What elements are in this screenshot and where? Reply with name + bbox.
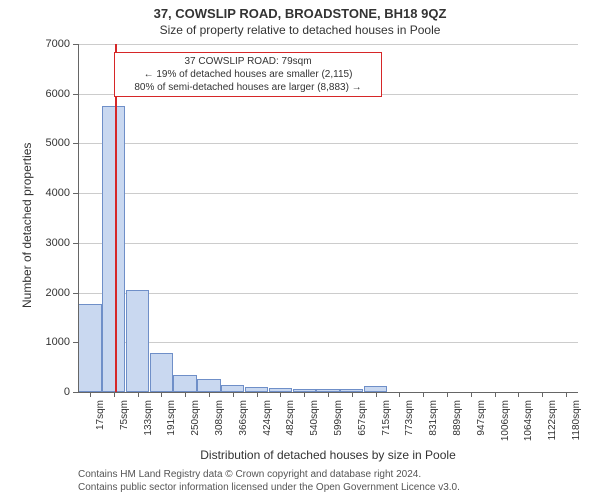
gridline [78,193,578,194]
x-tick-label: 540sqm [309,400,320,450]
y-tick-label: 4000 [30,187,70,199]
chart-title: 37, COWSLIP ROAD, BROADSTONE, BH18 9QZ [0,0,600,21]
x-tick-label: 599sqm [333,400,344,450]
x-tick-label: 1006sqm [500,400,511,450]
x-tick-label: 482sqm [285,400,296,450]
x-tick-label: 1064sqm [523,400,534,450]
footer: Contains HM Land Registry data © Crown c… [78,468,460,494]
bar [197,379,220,392]
gridline [78,44,578,45]
axis-line [78,44,79,392]
footer-line1: Contains HM Land Registry data © Crown c… [78,468,460,481]
x-tick-label: 1180sqm [571,400,582,450]
x-tick-label: 715sqm [381,400,392,450]
bar [221,385,244,392]
gridline [78,342,578,343]
y-tick-label: 7000 [30,38,70,50]
gridline [78,143,578,144]
axis-line [78,392,578,393]
gridline [78,243,578,244]
x-tick-label: 17sqm [95,400,106,450]
y-tick-label: 1000 [30,336,70,348]
y-axis-label: Number of detached properties [20,143,34,308]
x-tick-label: 424sqm [262,400,273,450]
y-tick-label: 2000 [30,287,70,299]
x-tick-label: 889sqm [452,400,463,450]
x-tick-label: 773sqm [404,400,415,450]
x-tick-label: 250sqm [190,400,201,450]
annotation-line1: 37 COWSLIP ROAD: 79sqm [119,55,377,68]
bar [173,375,196,392]
annotation-line3: 80% of semi-detached houses are larger (… [119,81,377,94]
x-tick-label: 831sqm [428,400,439,450]
x-axis-label: Distribution of detached houses by size … [78,448,578,462]
x-tick-label: 1122sqm [547,400,558,450]
x-tick-label: 75sqm [119,400,130,450]
bar [102,106,125,392]
annotation-line2: ← 19% of detached houses are smaller (2,… [119,68,377,81]
y-tick-label: 6000 [30,88,70,100]
y-tick-label: 3000 [30,237,70,249]
y-tick-label: 5000 [30,137,70,149]
x-tick-label: 308sqm [214,400,225,450]
bar [126,290,149,392]
gridline [78,293,578,294]
footer-line2: Contains public sector information licen… [78,481,460,494]
x-tick-label: 191sqm [166,400,177,450]
x-tick-label: 366sqm [238,400,249,450]
bar [78,304,101,392]
chart-subtitle: Size of property relative to detached ho… [0,21,600,37]
bar [150,353,173,392]
y-tick-label: 0 [30,386,70,398]
x-tick-label: 657sqm [357,400,368,450]
x-tick-label: 947sqm [476,400,487,450]
annotation-box: 37 COWSLIP ROAD: 79sqm ← 19% of detached… [114,52,382,97]
x-tick-label: 133sqm [143,400,154,450]
